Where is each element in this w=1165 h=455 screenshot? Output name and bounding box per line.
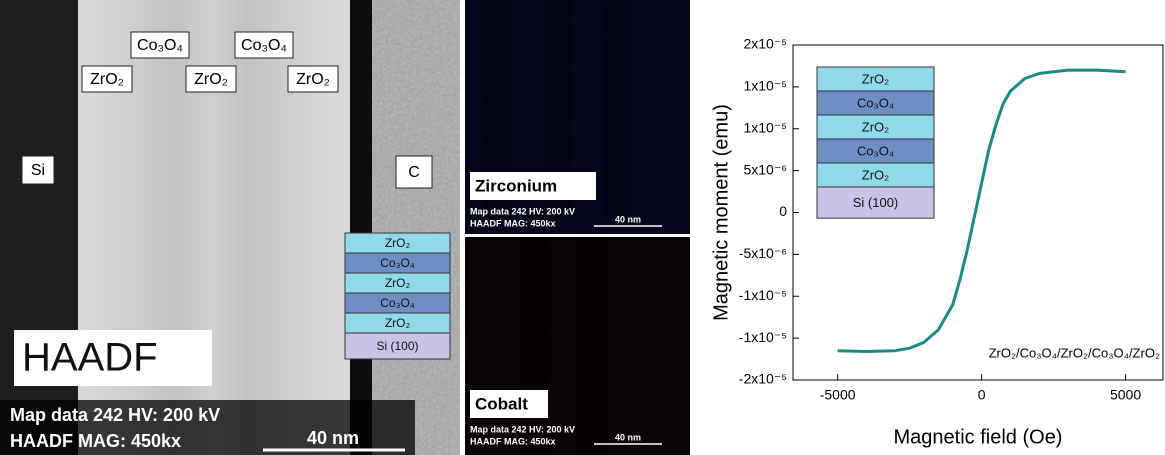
y-tick-label: 1x10⁻⁵ [743, 119, 787, 135]
layer-label: ZrO₂ [385, 276, 411, 290]
image-label: Si [31, 162, 45, 179]
image-label: Co₃O₄ [137, 37, 183, 54]
element-label: Cobalt [475, 394, 528, 413]
annotation: ZrO₂/Co₃O₄/ZrO₂/Co₃O₄/ZrO₂ [989, 345, 1160, 360]
image-label: ZrO₂ [90, 71, 124, 88]
element-stripe [603, 0, 631, 218]
figure: Co₃O₄ Co₃O₄ ZrO₂ ZrO₂ ZrO₂ Si C HAADF Map data 2… [0, 0, 1165, 455]
y-tick-label: -1x10⁻⁵ [739, 287, 787, 303]
layer-label: Co₃O₄ [857, 95, 894, 110]
image-label: ZrO₂ [194, 71, 228, 88]
map-info: HAADF MAG: 450kx [470, 436, 556, 446]
x-tick-label: 0 [978, 387, 986, 403]
layer-label: ZrO₂ [862, 119, 889, 134]
haadf-title: HAADF [22, 336, 158, 380]
map-info: Map data 242 HV: 200 kV [10, 405, 220, 425]
layer-label: ZrO₂ [862, 71, 889, 86]
x-tick-label: 5000 [1110, 387, 1141, 403]
x-axis-label: Magnetic field (Oe) [894, 426, 1063, 448]
layer-label: Co₃O₄ [380, 296, 415, 310]
map-info: Map data 242 HV: 200 kV [470, 206, 575, 216]
scale-label: 40 nm [307, 428, 359, 448]
scale-label: 40 nm [615, 432, 641, 442]
map-info: HAADF MAG: 450kx [10, 431, 181, 451]
element-stripe [520, 237, 548, 455]
y-axis-label: Magnetic moment (emu) [710, 104, 732, 321]
element-label: Zirconium [475, 176, 557, 195]
y-tick-label: -2x10⁻⁵ [739, 371, 787, 387]
image-label: C [408, 164, 420, 181]
image-label: Co₃O₄ [241, 37, 287, 54]
layer-label: Co₃O₄ [380, 256, 415, 270]
layer-label: ZrO₂ [385, 316, 411, 330]
x-tick-label: -5000 [820, 387, 856, 403]
map-info: HAADF MAG: 450kx [470, 218, 556, 228]
y-tick-label: 5x10⁻⁶ [743, 161, 787, 177]
layer-label: ZrO₂ [862, 167, 889, 182]
layer-label: Si (100) [376, 339, 418, 353]
layer-label: Co₃O₄ [857, 143, 894, 158]
layer-label: Si (100) [853, 195, 899, 210]
y-tick-label: -5x10⁻⁶ [739, 245, 787, 261]
scale-label: 40 nm [615, 214, 641, 224]
image-label: ZrO₂ [296, 71, 330, 88]
layer-label: ZrO₂ [385, 236, 411, 250]
map-info: Map data 242 HV: 200 kV [470, 424, 575, 434]
element-stripe [578, 237, 606, 455]
y-tick-label: 0 [779, 203, 787, 219]
y-tick-label: 1x10⁻⁵ [743, 78, 787, 94]
y-tick-label: -1x10⁻⁵ [739, 329, 787, 345]
y-tick-label: 2x10⁻⁵ [743, 36, 787, 52]
